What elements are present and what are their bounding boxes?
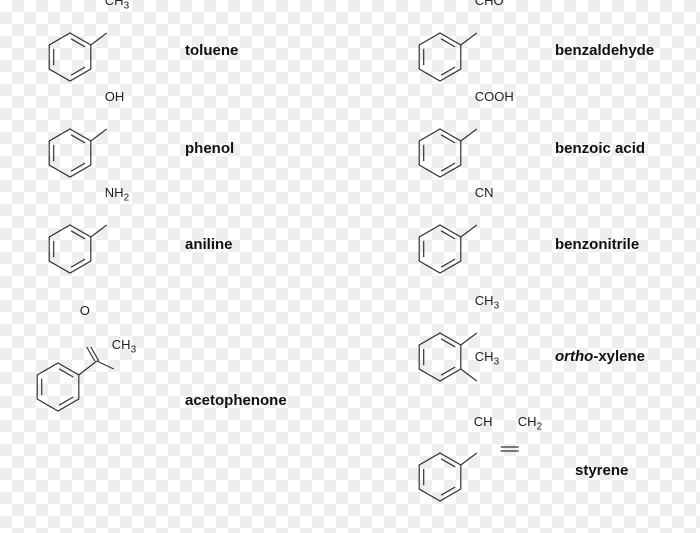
compound-label-benzoic-acid: benzoic acid bbox=[555, 140, 645, 157]
substituent-label: CH3 bbox=[475, 293, 499, 312]
substituent-label: CH3 bbox=[105, 0, 129, 12]
compound-label-benzaldehyde: benzaldehyde bbox=[555, 42, 654, 59]
compound-label-ortho-xylene: ortho-xylene bbox=[555, 348, 645, 365]
compound-label-toluene: toluene bbox=[185, 42, 238, 59]
compound-label-benzonitrile: benzonitrile bbox=[555, 236, 639, 253]
compound-label-phenol: phenol bbox=[185, 140, 234, 157]
substituent-label: CH bbox=[474, 414, 493, 429]
substituent-label: CN bbox=[475, 185, 494, 200]
compound-label-aniline: aniline bbox=[185, 236, 233, 253]
substituent-label: CH2 bbox=[518, 414, 542, 433]
substituent-label: CH3 bbox=[112, 337, 136, 356]
structure-svg bbox=[410, 417, 580, 527]
substituent-label: CHO bbox=[475, 0, 504, 8]
substituent-label: NH2 bbox=[105, 185, 129, 204]
compound-label-styrene: styrene bbox=[575, 462, 628, 479]
compound-label-acetophenone: acetophenone bbox=[185, 392, 287, 409]
substituent-label: COOH bbox=[475, 89, 514, 104]
substituent-label: OH bbox=[105, 89, 125, 104]
substituent-label: CH3 bbox=[475, 349, 499, 368]
substituent-label: O bbox=[80, 303, 90, 318]
